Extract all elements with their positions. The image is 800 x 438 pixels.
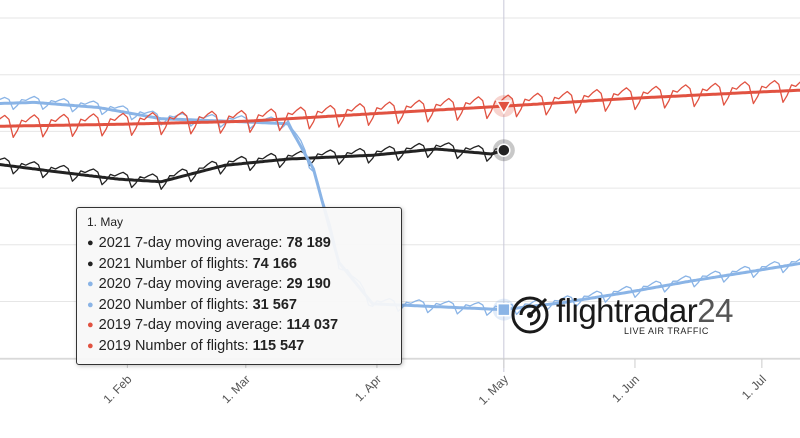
- logo-wordmark: flightradar24: [556, 291, 733, 331]
- series-dot-icon: ●: [87, 339, 94, 352]
- tooltip-row: ● 2021 Number of flights: 74 166: [87, 254, 391, 275]
- x-tick-label: 1. Apr: [352, 372, 384, 404]
- tooltip-row: ● 2020 Number of flights: 31 567: [87, 295, 391, 316]
- x-tick-label: 1. May: [476, 372, 511, 407]
- tooltip-label: 2020 Number of flights:: [98, 296, 253, 313]
- tooltip-label: 2019 7-day moving average:: [98, 317, 287, 333]
- tooltip-value: 115 547: [252, 337, 305, 354]
- tooltip-row: ● 2019 Number of flights: 115 547: [87, 336, 391, 357]
- series-dot-icon: ●: [87, 298, 94, 311]
- x-tick-label: 1. Mar: [219, 372, 253, 406]
- tooltip-label: 2021 7-day moving average:: [98, 235, 287, 251]
- series-dot-icon: ●: [87, 319, 94, 331]
- marker-y2020: [497, 302, 511, 317]
- logo-tagline: LIVE AIR TRAFFIC: [624, 326, 709, 336]
- tooltip-value: 78 189: [286, 235, 331, 251]
- data-tooltip: 1. May ● 2021 7-day moving average: 78 18…: [76, 207, 402, 365]
- tooltip-label: 2019 Number of flights:: [98, 337, 253, 354]
- tooltip-row: ● 2020 7-day moving average: 29 190: [87, 274, 391, 295]
- series-y2019-average-line: [0, 88, 800, 128]
- series-y2021-average-line: [0, 147, 506, 184]
- flightradar24-logo: flightradar24 LIVE AIR TRAFFIC: [510, 292, 733, 341]
- series-y2021-daily-line: [0, 142, 505, 190]
- series-y2020-average-line: [0, 100, 800, 312]
- series-y2019-daily-line: [0, 79, 800, 139]
- tooltip-value: 31 567: [252, 296, 297, 313]
- x-tick-label: 1. Jun: [609, 372, 642, 405]
- tooltip-row: ● 2021 7-day moving average: 78 189: [87, 233, 391, 254]
- logo-number: 24: [697, 292, 733, 329]
- series-dot-icon: ●: [87, 237, 94, 249]
- tooltip-value: 29 190: [286, 276, 331, 292]
- tooltip-value: 74 166: [252, 255, 297, 272]
- x-tick-label: 1. Jul: [739, 372, 769, 402]
- series-dot-icon: ●: [87, 278, 94, 290]
- tooltip-rows: ● 2021 7-day moving average: 78 189 ● 2021 …: [87, 233, 391, 356]
- tooltip-label: 2020 7-day moving average:: [98, 276, 287, 292]
- x-tick-label: 1. Feb: [101, 372, 135, 406]
- tooltip-label: 2021 Number of flights:: [98, 255, 253, 272]
- series-layer: [0, 79, 800, 316]
- tooltip-date: 1. May: [87, 215, 124, 229]
- series-dot-icon: ●: [87, 257, 94, 270]
- radar-logo-icon: [511, 296, 549, 334]
- marker-y2021: [497, 143, 511, 157]
- tooltip-value: 114 037: [286, 317, 339, 333]
- logo-word: flightradar: [556, 292, 698, 329]
- tooltip-row: ● 2019 7-day moving average: 114 037: [87, 315, 391, 336]
- hover-markers: [492, 95, 515, 321]
- marker-y2019: [495, 100, 513, 115]
